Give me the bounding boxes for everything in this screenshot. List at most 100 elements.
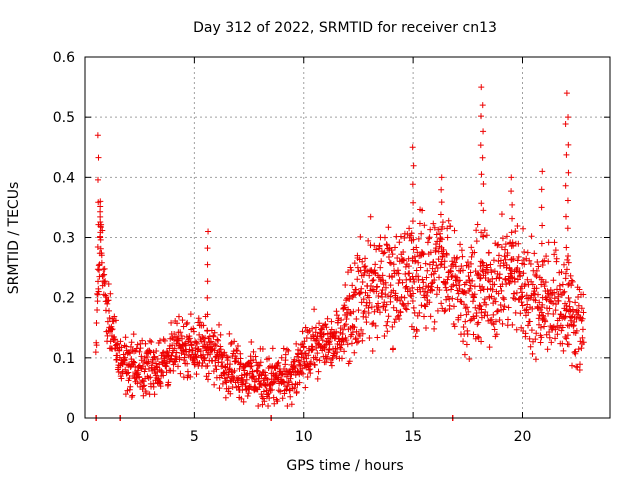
data-point — [279, 395, 286, 402]
data-point — [400, 249, 407, 256]
data-point — [459, 253, 466, 260]
data-point — [439, 223, 446, 230]
data-point — [503, 262, 510, 269]
data-point — [277, 388, 284, 395]
data-point — [522, 330, 529, 337]
data-point — [542, 318, 549, 325]
data-point — [97, 234, 104, 241]
data-point — [177, 370, 184, 377]
data-point — [173, 349, 180, 356]
data-point — [122, 391, 129, 398]
data-point — [500, 306, 507, 313]
data-point — [372, 261, 379, 268]
data-point — [223, 379, 230, 386]
data-point — [361, 269, 368, 276]
data-point — [139, 337, 146, 344]
data-point — [215, 337, 222, 344]
data-point — [402, 305, 409, 312]
data-point — [444, 234, 451, 241]
data-point — [503, 281, 510, 288]
data-point — [441, 264, 448, 271]
data-point — [411, 278, 418, 285]
data-point — [154, 355, 161, 362]
data-point — [438, 199, 445, 206]
data-point — [252, 353, 259, 360]
data-point — [259, 345, 266, 352]
data-point — [311, 306, 318, 313]
data-point — [190, 328, 197, 335]
data-point — [387, 298, 394, 305]
data-point — [357, 233, 364, 240]
data-point — [369, 277, 376, 284]
data-point — [526, 257, 533, 264]
data-point — [503, 233, 510, 240]
data-point — [478, 338, 485, 345]
data-point — [358, 299, 365, 306]
data-point — [92, 349, 99, 356]
data-point — [106, 307, 113, 314]
data-point — [232, 358, 239, 365]
data-point — [518, 324, 525, 331]
data-point — [428, 280, 435, 287]
data-point — [513, 289, 520, 296]
y-tick-label: 0.1 — [53, 351, 75, 367]
data-point — [174, 335, 181, 342]
data-point — [261, 398, 268, 405]
data-point — [387, 260, 394, 267]
data-point — [170, 367, 177, 374]
data-point — [122, 334, 129, 341]
data-point — [477, 142, 484, 149]
data-point — [434, 265, 441, 272]
data-point — [369, 347, 376, 354]
data-point — [366, 334, 373, 341]
data-point — [279, 370, 286, 377]
data-point — [578, 305, 585, 312]
data-point — [438, 186, 445, 193]
data-point — [328, 318, 335, 325]
data-point — [201, 354, 208, 361]
data-point — [541, 283, 548, 290]
data-point — [407, 232, 414, 239]
data-point — [431, 325, 438, 332]
data-point — [473, 227, 480, 234]
data-point — [374, 283, 381, 290]
data-point — [420, 279, 427, 286]
data-point — [94, 132, 101, 139]
data-point — [151, 391, 158, 398]
data-point — [299, 365, 306, 372]
data-point — [477, 303, 484, 310]
data-point — [511, 275, 518, 282]
y-tick-label: 0.2 — [53, 291, 75, 307]
data-point — [111, 313, 118, 320]
data-point — [126, 375, 133, 382]
data-point — [535, 315, 542, 322]
data-point — [313, 344, 320, 351]
data-point — [106, 314, 113, 321]
data-point — [394, 267, 401, 274]
data-point — [519, 293, 526, 300]
data-point — [107, 290, 114, 297]
data-point — [97, 198, 104, 205]
y-tick-label: 0 — [66, 411, 75, 427]
data-point — [196, 331, 203, 338]
data-point — [324, 354, 331, 361]
data-point — [121, 354, 128, 361]
data-point — [216, 321, 223, 328]
data-point — [561, 261, 568, 268]
data-point — [501, 296, 508, 303]
data-point — [438, 260, 445, 267]
data-point — [211, 381, 218, 388]
data-point — [576, 286, 583, 293]
data-point — [259, 401, 266, 408]
data-point — [405, 255, 412, 262]
data-point — [169, 342, 176, 349]
data-point — [280, 345, 287, 352]
data-point — [431, 276, 438, 283]
data-point — [392, 290, 399, 297]
data-point — [575, 308, 582, 315]
data-point — [384, 328, 391, 335]
x-axis-label: GPS time / hours — [286, 458, 403, 474]
data-point — [483, 301, 490, 308]
data-point — [193, 371, 200, 378]
data-point — [316, 320, 323, 327]
